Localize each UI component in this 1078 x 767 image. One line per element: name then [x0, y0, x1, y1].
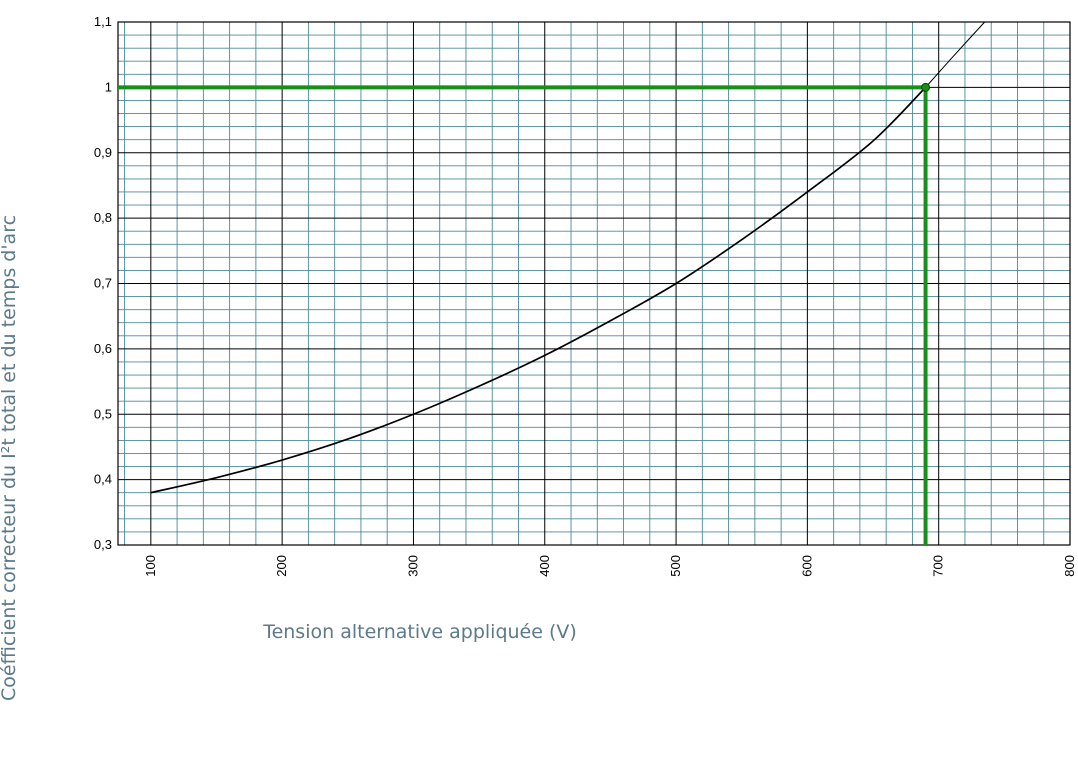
- y-tick-label: 1,1: [94, 14, 112, 29]
- y-tick-label: 0,8: [94, 210, 112, 225]
- x-tick-label: 200: [274, 555, 289, 577]
- tick-labels: 0,3 0,4 0,5 0,6 0,7 0,8 0,9 1 1,1 100 200 300 400 500…: [94, 14, 1077, 577]
- y-tick-label: 0,3: [94, 537, 112, 552]
- x-tick-label: 500: [668, 555, 683, 577]
- highlight-point: [921, 82, 931, 92]
- y-tick-label: 0,7: [94, 276, 112, 291]
- x-tick-label: 100: [143, 555, 158, 577]
- y-tick-label: 0,6: [94, 341, 112, 356]
- y-tick-label: 1: [105, 79, 112, 94]
- x-axis-title: Tension alternative appliquée (V): [262, 621, 577, 643]
- x-tick-label: 300: [405, 555, 420, 577]
- y-tick-label: 0,9: [94, 145, 112, 160]
- y-tick-label: 0,4: [94, 472, 112, 487]
- x-tick-label: 600: [799, 555, 814, 577]
- curves: [150, 21, 986, 494]
- annotations: [118, 82, 931, 545]
- x-tick-label: 800: [1062, 555, 1077, 577]
- x-tick-label: 700: [931, 555, 946, 577]
- y-tick-label: 0,5: [94, 406, 112, 421]
- correction-curve: [150, 86, 927, 494]
- y-axis-title: Coéfficient correcteur du I²t total et d…: [0, 215, 20, 701]
- correction-curve-extension: [925, 21, 986, 88]
- x-tick-label: 400: [537, 555, 552, 577]
- plot-frame: [117, 21, 1071, 546]
